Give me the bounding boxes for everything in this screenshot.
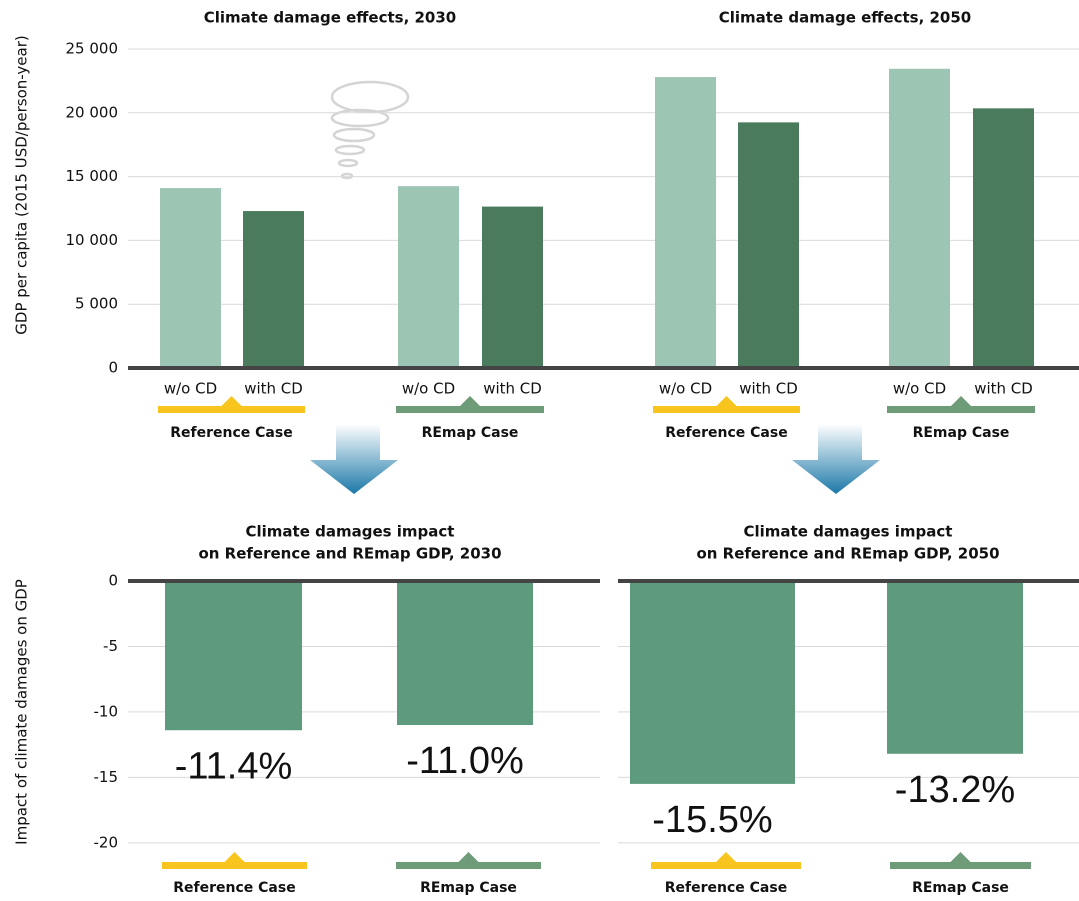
arrow <box>310 424 398 494</box>
group-marker <box>890 852 1031 869</box>
y-tick-label: 0 <box>108 572 118 590</box>
bar-label: with CD <box>974 380 1033 398</box>
bar <box>397 581 533 725</box>
bar-label: w/o CD <box>659 380 712 398</box>
group-marker <box>396 852 541 869</box>
bar-label: with CD <box>739 380 798 398</box>
y-tick-label: 0 <box>108 359 118 377</box>
bar <box>655 77 716 369</box>
group-marker <box>162 852 307 869</box>
bar <box>243 211 304 368</box>
panel-title: on Reference and REmap GDP, 2030 <box>198 545 501 563</box>
y-tick-label: -10 <box>94 702 119 720</box>
bar-label: w/o CD <box>164 380 217 398</box>
y-axis-label: GDP per capita (2015 USD/person-year) <box>13 35 31 334</box>
bar <box>160 188 221 368</box>
value-label: -13.2% <box>895 769 1015 811</box>
group-label: Reference Case <box>665 425 787 441</box>
value-label: -11.4% <box>175 745 293 787</box>
panel-title: Climate damage effects, 2050 <box>719 9 972 27</box>
group-label: REmap Case <box>913 425 1010 441</box>
group-label: REmap Case <box>912 880 1009 896</box>
bar <box>630 581 795 784</box>
panel-title: Climate damage effects, 2030 <box>204 9 457 27</box>
group-marker <box>653 396 800 413</box>
group-marker <box>158 396 305 413</box>
y-tick-label: 20 000 <box>66 103 119 121</box>
y-tick-label: 25 000 <box>66 40 119 58</box>
bar <box>889 68 950 368</box>
bar <box>738 122 799 369</box>
tornado-icon <box>330 80 410 180</box>
y-tick-label: 10 000 <box>66 231 119 249</box>
bar <box>482 206 543 368</box>
group-label: Reference Case <box>665 880 787 896</box>
y-tick-label: 15 000 <box>66 167 119 185</box>
value-label: -15.5% <box>652 799 772 841</box>
bar-label: w/o CD <box>893 380 946 398</box>
arrow <box>792 424 880 494</box>
y-axis-label: Impact of climate damages on GDP <box>13 579 31 845</box>
group-marker <box>396 396 544 413</box>
group-label: Reference Case <box>173 880 295 896</box>
y-tick-label: 5 000 <box>75 295 118 313</box>
panel-title: Climate damages impact <box>744 523 953 541</box>
group-label: REmap Case <box>420 880 517 896</box>
y-tick-label: -20 <box>94 833 119 851</box>
group-marker <box>651 852 801 869</box>
panel-title: on Reference and REmap GDP, 2050 <box>696 545 999 563</box>
bar-label: with CD <box>483 380 542 398</box>
y-tick-label: -15 <box>94 768 119 786</box>
panel-title: Climate damages impact <box>246 523 455 541</box>
bar-label: with CD <box>244 380 303 398</box>
group-label: Reference Case <box>170 425 292 441</box>
group-label: REmap Case <box>422 425 519 441</box>
group-marker <box>887 396 1035 413</box>
bar <box>887 581 1023 754</box>
bar <box>398 186 459 368</box>
bar <box>165 581 302 731</box>
value-label: -11.0% <box>406 740 524 782</box>
bar-label: w/o CD <box>402 380 455 398</box>
bar <box>973 108 1034 369</box>
y-tick-label: -5 <box>103 637 118 655</box>
